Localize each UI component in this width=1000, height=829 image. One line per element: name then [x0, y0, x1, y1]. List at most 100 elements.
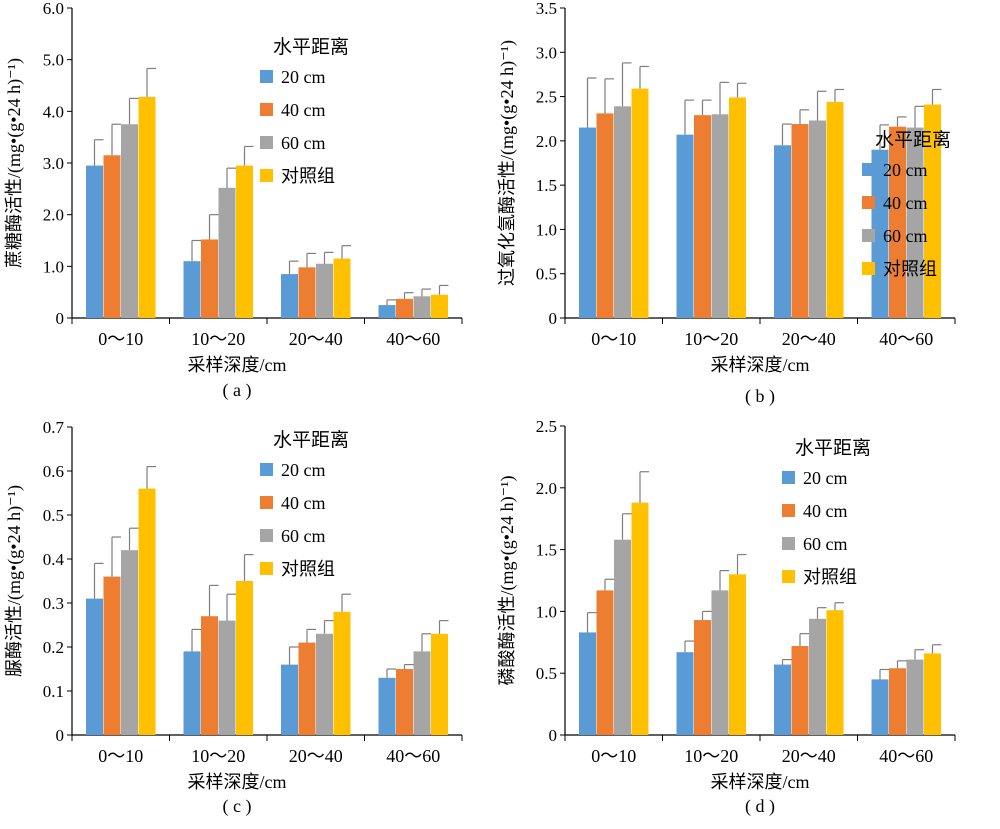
x-category-label: 0～10: [98, 329, 143, 349]
x-category-label: 40～60: [879, 746, 933, 766]
bar: [871, 149, 889, 318]
bar: [826, 610, 844, 735]
y-tick-label: 0: [549, 309, 558, 328]
x-category-label: 20～40: [782, 746, 836, 766]
bar: [183, 261, 201, 318]
legend-entry: 40 cm: [883, 193, 928, 213]
x-category-label: 10～20: [684, 746, 738, 766]
panel-label: ( d ): [745, 796, 775, 817]
x-axis-title: 采样深度/cm: [188, 355, 287, 375]
legend-swatch: [260, 103, 273, 116]
legend-swatch: [260, 463, 273, 476]
bar: [431, 294, 448, 318]
legend: 水平距离 20 cm 40 cm 60 cm 对照组: [260, 36, 349, 186]
bar: [333, 258, 351, 318]
x-category-label: 40～60: [386, 746, 440, 766]
bar: [711, 114, 729, 319]
legend-title: 水平距离: [273, 36, 349, 58]
legend-swatch: [862, 262, 875, 275]
y-tick-label: 1.5: [536, 176, 557, 195]
legend-swatch: [862, 229, 875, 242]
y-tick-label: 2.5: [536, 417, 557, 436]
bar: [218, 620, 236, 735]
bar: [694, 115, 711, 319]
y-tick-label: 0.5: [43, 506, 64, 525]
y-tick-label: 3.0: [536, 43, 557, 62]
bar: [694, 620, 711, 735]
legend: 水平距离 20 cm 40 cm 60 cm 对照组: [260, 429, 349, 579]
x-axis-title: 采样深度/cm: [188, 772, 287, 792]
bar: [596, 113, 614, 319]
legend-swatch: [782, 471, 795, 484]
legend-swatch: [260, 496, 273, 509]
bar: [218, 187, 236, 318]
y-axis-title: 脲酶活性/(mg•(g•24 h)⁻¹): [4, 485, 25, 677]
legend-swatch: [260, 529, 273, 542]
bar: [711, 590, 729, 735]
x-category-label: 0～10: [591, 329, 636, 349]
bar: [121, 124, 138, 318]
x-category-label: 10～20: [191, 329, 245, 349]
bar: [121, 550, 138, 735]
legend-entry: 对照组: [803, 567, 857, 587]
bar: [378, 677, 396, 735]
y-tick-label: 0: [549, 726, 558, 745]
legend-swatch: [260, 136, 273, 149]
x-category-label: 10～20: [684, 329, 738, 349]
bar: [103, 576, 121, 735]
bar: [729, 574, 746, 735]
bar: [791, 124, 809, 319]
y-tick-label: 0.4: [43, 550, 65, 569]
x-axis-title: 采样深度/cm: [711, 355, 810, 375]
bar: [281, 664, 298, 735]
legend: 水平距离 20 cm 40 cm 60 cm 对照组: [782, 437, 871, 587]
bar: [298, 267, 316, 318]
legend-entry: 60 cm: [803, 534, 848, 554]
y-tick-label: 2.0: [536, 479, 557, 498]
legend: 水平距离 20 cm 40 cm 60 cm 对照组: [862, 129, 951, 279]
x-category-label: 0～10: [98, 746, 143, 766]
y-tick-label: 0.6: [43, 462, 64, 481]
bar: [413, 296, 431, 318]
chart-panel-1: 0 1.0 2.0 3.0 4.0 5.0 6.0 0～10 10～20 20～40 40～60 采样…: [4, 0, 463, 401]
y-tick-label: 2.5: [536, 88, 557, 107]
legend-title: 水平距离: [795, 437, 871, 459]
bar: [138, 488, 156, 735]
y-tick-label: 2.0: [536, 132, 557, 151]
bar: [596, 590, 614, 735]
bar: [809, 618, 826, 735]
bar: [236, 581, 253, 735]
bar: [316, 633, 333, 735]
x-axis-title: 采样深度/cm: [711, 772, 810, 792]
x-category-label: 20～40: [782, 329, 836, 349]
bar: [413, 651, 431, 735]
y-tick-label: 3.0: [43, 154, 64, 173]
y-tick-label: 0.3: [43, 594, 64, 613]
y-tick-label: 0.2: [43, 638, 64, 657]
y-axis-title: 磷酸酶活性/(mg•(g•24 h)⁻¹): [497, 476, 518, 686]
legend-swatch: [782, 537, 795, 550]
legend-entry: 20 cm: [883, 160, 928, 180]
bar: [396, 298, 413, 318]
chart-panel-2: 0 0.5 1.0 1.5 2.0 2.5 3.0 3.5 0～10 10～20 20～40 40～6…: [497, 0, 956, 407]
legend-entry: 40 cm: [803, 501, 848, 521]
y-tick-label: 2.0: [43, 206, 64, 225]
bar: [889, 126, 906, 318]
y-tick-label: 5.0: [43, 51, 64, 70]
bar: [183, 651, 201, 735]
y-tick-label: 0.5: [536, 664, 557, 683]
x-category-label: 40～60: [879, 329, 933, 349]
y-axis-title: 过氧化氢酶活性/(mg•(g•24 h)⁻¹): [497, 40, 518, 286]
legend-swatch: [260, 70, 273, 83]
legend-entry: 60 cm: [281, 526, 326, 546]
bar: [774, 145, 791, 318]
bar: [236, 165, 253, 318]
bar: [791, 646, 809, 735]
legend-entry: 60 cm: [883, 226, 928, 246]
legend-title: 水平距离: [273, 429, 349, 451]
y-tick-label: 1.5: [536, 541, 557, 560]
bar: [138, 96, 156, 318]
y-tick-label: 0.1: [43, 682, 64, 701]
